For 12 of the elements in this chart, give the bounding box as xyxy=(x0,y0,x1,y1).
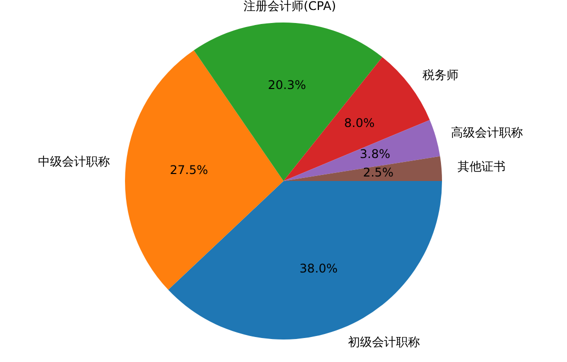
slice-label: 其他证书 xyxy=(457,159,506,174)
slice-label: 初级会计职称 xyxy=(348,335,420,350)
data-label: 38.0% xyxy=(300,262,338,276)
slice-label: 注册会计师(CPA) xyxy=(244,0,336,13)
data-label: 27.5% xyxy=(170,162,208,177)
slice-label: 税务师 xyxy=(422,68,459,82)
slice-label: 中级会计职称 xyxy=(38,154,110,169)
data-label: 2.5% xyxy=(363,166,394,180)
data-label: 8.0% xyxy=(344,116,375,130)
data-label: 20.3% xyxy=(268,78,306,92)
data-label: 3.8% xyxy=(360,147,390,162)
slice-label: 高级会计职称 xyxy=(451,126,524,140)
